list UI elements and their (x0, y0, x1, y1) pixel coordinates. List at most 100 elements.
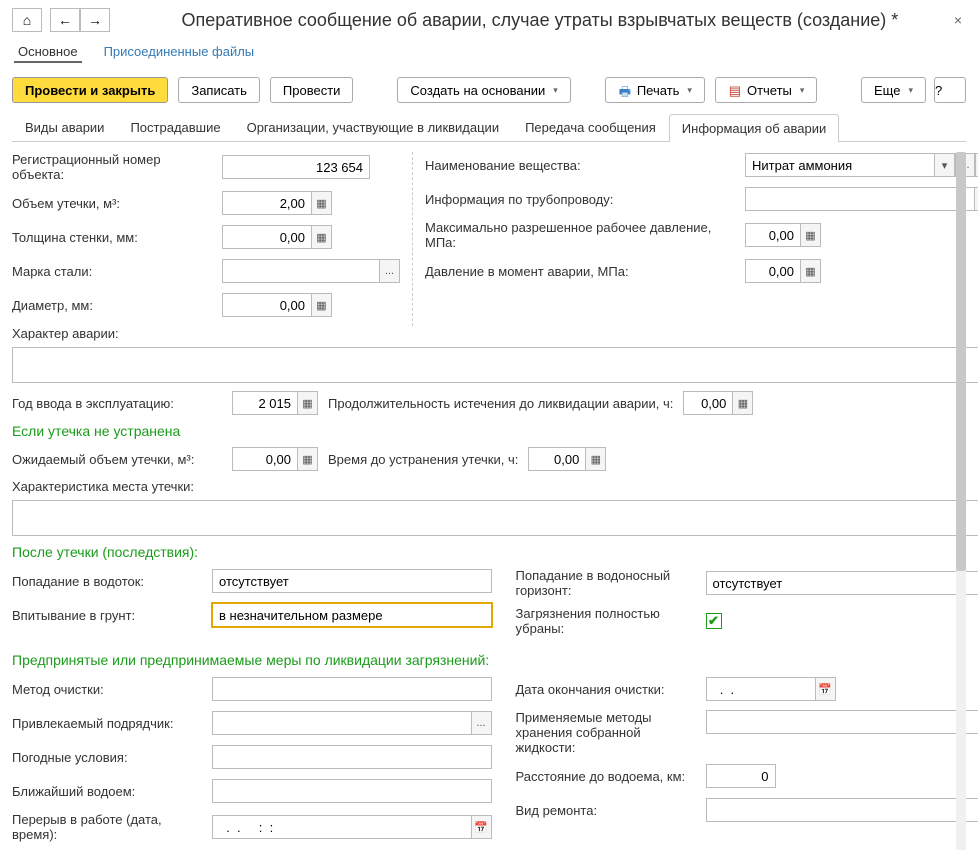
soaking-input[interactable] (212, 603, 492, 627)
menu-files[interactable]: Присоединенные файлы (100, 42, 259, 63)
forward-button[interactable]: → (80, 8, 110, 32)
caret-down-icon: ▾ (687, 85, 692, 96)
label-subst: Наименование вещества: (425, 158, 745, 173)
print-button[interactable]: Печать▾ (605, 77, 705, 103)
storage-input[interactable] (706, 710, 978, 734)
caret-down-icon: ▾ (908, 85, 913, 96)
clean-method-input[interactable] (212, 677, 492, 701)
spinner-icon[interactable]: ▦ (312, 293, 332, 317)
label-storage: Применяемые методы хранения собранной жи… (516, 710, 706, 755)
label-year: Год ввода в эксплуатацию: (12, 396, 222, 411)
label-aquifer: Попадание в водоносный горизонт: (516, 568, 706, 598)
spinner-icon[interactable]: ▦ (312, 225, 332, 249)
label-break: Перерыв в работе (дата, время): (12, 812, 212, 842)
tab-victims[interactable]: Пострадавшие (117, 113, 233, 141)
create-based-button[interactable]: Создать на основании▾ (397, 77, 570, 103)
spinner-icon[interactable]: ▦ (801, 223, 821, 247)
print-icon (618, 83, 632, 97)
contractor-input[interactable] (212, 711, 472, 735)
menu-main[interactable]: Основное (14, 42, 82, 63)
leak-place-input[interactable] (12, 500, 978, 536)
label-repair: Вид ремонта: (516, 803, 706, 818)
section-measures: Предпринятые или предпринимаемые меры по… (12, 652, 978, 668)
ellipsis-button[interactable]: ... (472, 711, 492, 735)
more-button[interactable]: Еще▾ (861, 77, 926, 103)
pipe-input[interactable] (745, 187, 975, 211)
spinner-icon[interactable]: ▦ (312, 191, 332, 215)
caret-down-icon[interactable]: ▾ (935, 153, 955, 177)
dur-input[interactable] (683, 391, 733, 415)
clean-end-input[interactable] (706, 677, 816, 701)
back-button[interactable]: ← (50, 8, 80, 32)
tab-info[interactable]: Информация об аварии (669, 114, 839, 142)
help-button[interactable]: ? (934, 77, 966, 103)
post-button[interactable]: Провести (270, 77, 354, 103)
label-clean-end: Дата окончания очистки: (516, 682, 706, 697)
calendar-icon[interactable]: 📅 (472, 815, 492, 839)
label-cleaned: Загрязнения полностью убраны: (516, 606, 706, 636)
label-weather: Погодные условия: (12, 750, 212, 765)
reports-icon (728, 83, 742, 97)
label-leak-vol: Объем утечки, м³: (12, 196, 222, 211)
close-button[interactable]: × (950, 12, 966, 28)
scrollbar-thumb[interactable] (956, 152, 966, 571)
label-wall: Толщина стенки, мм: (12, 230, 222, 245)
ellipsis-button[interactable]: ... (380, 259, 400, 283)
caret-down-icon: ▾ (553, 85, 558, 96)
wall-input[interactable] (222, 225, 312, 249)
label-contractor: Привлекаемый подрядчик: (12, 716, 212, 731)
home-button[interactable]: ⌂ (12, 8, 42, 32)
label-soaking: Впитывание в грунт: (12, 608, 212, 623)
max-press-input[interactable] (745, 223, 801, 247)
reg-num-input[interactable] (222, 155, 370, 179)
vertical-scrollbar[interactable] (956, 152, 966, 850)
label-reg-num: Регистрационный номер объекта: (12, 152, 222, 182)
tab-transfer[interactable]: Передача сообщения (512, 113, 669, 141)
reports-button[interactable]: Отчеты▾ (715, 77, 817, 103)
nature-input[interactable] (12, 347, 978, 383)
label-pipe: Информация по трубопроводу: (425, 192, 745, 207)
steel-input[interactable] (222, 259, 380, 283)
subst-input[interactable] (745, 153, 935, 177)
section-after: После утечки (последствия): (12, 544, 978, 560)
commit-close-button[interactable]: Провести и закрыть (12, 77, 168, 103)
distance-input[interactable] (706, 764, 776, 788)
leak-vol-input[interactable] (222, 191, 312, 215)
label-to-water: Попадание в водоток: (12, 574, 212, 589)
label-exp-vol: Ожидаемый объем утечки, м³: (12, 452, 222, 467)
label-leak-place: Характеристика места утечки: (12, 479, 978, 494)
label-nearest-water: Ближайший водоем: (12, 784, 212, 799)
section-unresolved: Если утечка не устранена (12, 423, 978, 439)
break-input[interactable] (212, 815, 472, 839)
repair-input[interactable] (706, 798, 978, 822)
spinner-icon[interactable]: ▦ (298, 391, 318, 415)
spinner-icon[interactable]: ▦ (801, 259, 821, 283)
to-water-input[interactable] (212, 569, 492, 593)
label-nature: Характер аварии: (12, 326, 978, 341)
press-at-input[interactable] (745, 259, 801, 283)
weather-input[interactable] (212, 745, 492, 769)
page-title: Оперативное сообщение об аварии, случае … (130, 10, 950, 31)
spinner-icon[interactable]: ▦ (298, 447, 318, 471)
label-time-fix: Время до устранения утечки, ч: (328, 452, 518, 467)
diam-input[interactable] (222, 293, 312, 317)
label-dur: Продолжительность истечения до ликвидаци… (328, 396, 673, 411)
cleaned-checkbox[interactable]: ✔ (706, 613, 722, 629)
exp-vol-input[interactable] (232, 447, 298, 471)
tab-types[interactable]: Виды аварии (12, 113, 117, 141)
aquifer-input[interactable] (706, 571, 978, 595)
label-diam: Диаметр, мм: (12, 298, 222, 313)
calendar-icon[interactable]: 📅 (816, 677, 836, 701)
nearest-water-input[interactable] (212, 779, 492, 803)
time-fix-input[interactable] (528, 447, 586, 471)
label-steel: Марка стали: (12, 264, 222, 279)
write-button[interactable]: Записать (178, 77, 260, 103)
label-clean-method: Метод очистки: (12, 682, 212, 697)
label-press-at: Давление в момент аварии, МПа: (425, 264, 745, 279)
tab-orgs[interactable]: Организации, участвующие в ликвидации (234, 113, 512, 141)
year-input[interactable] (232, 391, 298, 415)
spinner-icon[interactable]: ▦ (733, 391, 753, 415)
spinner-icon[interactable]: ▦ (586, 447, 606, 471)
label-max-press: Максимально разрешенное рабочее давление… (425, 220, 745, 250)
label-distance: Расстояние до водоема, км: (516, 769, 706, 784)
